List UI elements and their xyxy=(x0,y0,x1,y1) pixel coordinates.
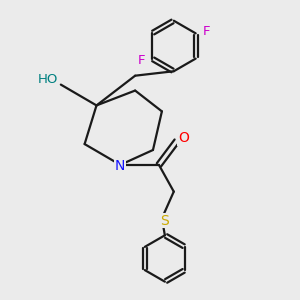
Text: S: S xyxy=(160,214,169,228)
Text: F: F xyxy=(138,54,145,67)
Text: F: F xyxy=(203,26,211,38)
Text: O: O xyxy=(178,131,189,145)
Text: N: N xyxy=(115,159,125,173)
Text: HO: HO xyxy=(37,73,58,86)
